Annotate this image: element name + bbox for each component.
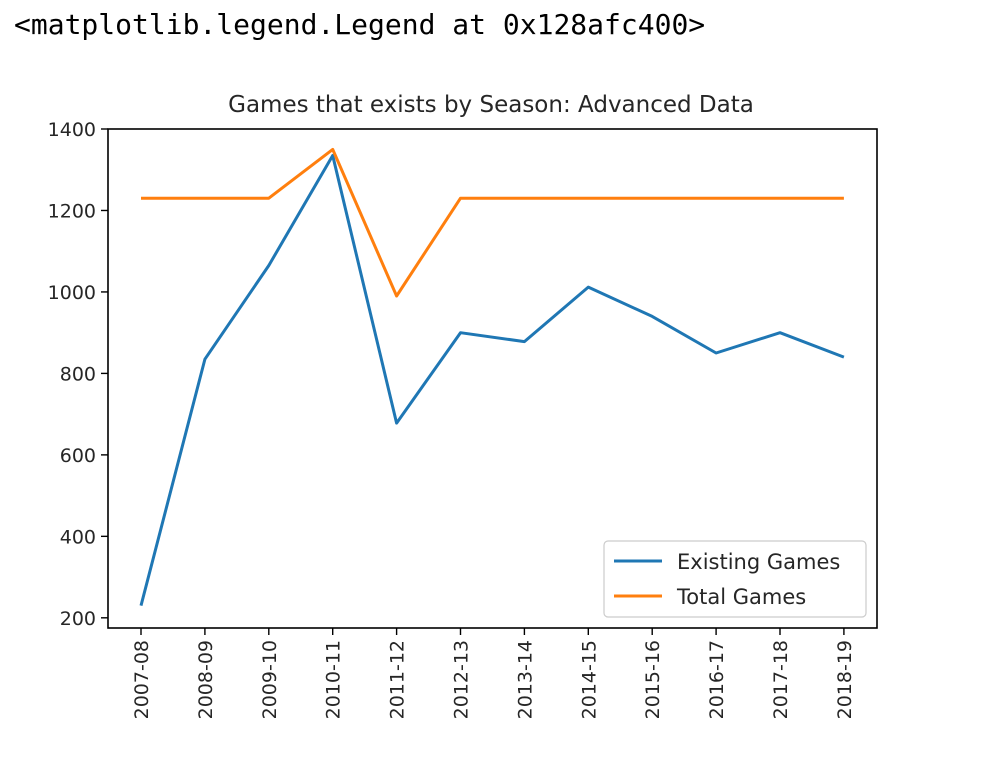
x-tick-label: 2009-10	[259, 640, 281, 719]
x-tick-label: 2015-16	[642, 640, 664, 719]
x-tick-label: 2011-12	[387, 640, 409, 719]
y-tick-label: 1000	[48, 282, 96, 304]
y-tick-label: 400	[60, 526, 96, 548]
y-tick-label: 1400	[48, 119, 96, 141]
x-tick-label: 2010-11	[323, 640, 345, 719]
series-layer	[139, 147, 845, 606]
legend-box	[603, 540, 867, 618]
y-tick-label: 800	[60, 363, 96, 385]
axes-layer: 200 400 600 800 1000 1200 1400 2007-08 2008-09 20…	[48, 119, 878, 719]
output-repr-text: <matplotlib.legend.Legend at 0x128afc400…	[14, 8, 706, 41]
x-tick-label: 2007-08	[131, 640, 153, 719]
y-tick-label: 1200	[48, 200, 96, 222]
x-tick-label: 2013-14	[514, 640, 536, 719]
x-tick-label: 2008-09	[195, 640, 217, 719]
series-line-existing-games	[139, 154, 845, 606]
y-tick-label: 600	[60, 445, 96, 467]
legend-label: Total Games	[676, 585, 806, 609]
x-tick-label: 2016-17	[706, 640, 728, 719]
x-tick-label: 2018-19	[834, 640, 856, 719]
x-tick-label: 2017-18	[770, 640, 792, 719]
y-tick-label: 200	[60, 608, 96, 630]
x-tick-label: 2012-13	[451, 640, 473, 719]
plot-frame	[107, 128, 878, 629]
x-tick-label: 2014-15	[578, 640, 600, 719]
series-line-total-games	[141, 147, 844, 298]
legend-label: Existing Games	[677, 550, 840, 574]
chart-title: Games that exists by Season: Advanced Da…	[228, 92, 754, 118]
legend: Existing Games Total Games	[603, 540, 867, 618]
